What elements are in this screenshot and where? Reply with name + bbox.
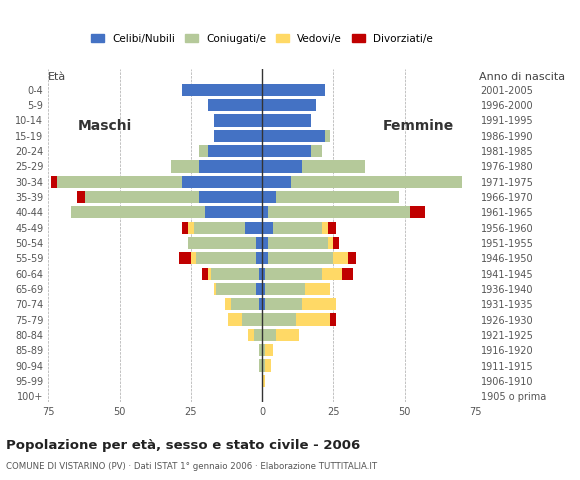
Bar (77, 191, 85, 203)
Bar (200, 145, 208, 157)
Bar (231, 298, 259, 311)
Bar (262, 375, 265, 387)
Bar (276, 191, 399, 203)
Bar (262, 360, 265, 372)
Bar (216, 283, 256, 295)
Bar (334, 252, 347, 264)
Bar (262, 237, 268, 249)
Bar (202, 267, 208, 280)
Bar (182, 222, 188, 234)
Bar (262, 344, 265, 356)
Bar (188, 237, 256, 249)
Bar (259, 360, 262, 372)
Bar (328, 222, 336, 234)
Bar (262, 298, 265, 311)
Bar (245, 222, 262, 234)
Bar (302, 160, 365, 172)
Bar (342, 267, 353, 280)
Bar (179, 252, 191, 264)
Text: COMUNE DI VISTARINO (PV) · Dati ISTAT 1° gennaio 2006 · Elaborazione TUTTITALIA.: COMUNE DI VISTARINO (PV) · Dati ISTAT 1°… (6, 462, 377, 471)
Bar (262, 313, 296, 326)
Bar (211, 267, 259, 280)
Bar (262, 267, 265, 280)
Bar (262, 99, 316, 111)
Bar (305, 283, 331, 295)
Bar (200, 191, 262, 203)
Bar (182, 84, 262, 96)
Bar (325, 130, 331, 142)
Bar (265, 298, 302, 311)
Bar (268, 237, 328, 249)
Bar (213, 114, 262, 127)
Bar (208, 99, 262, 111)
Bar (242, 313, 262, 326)
Bar (262, 191, 276, 203)
Bar (322, 267, 342, 280)
Legend: Celibi/Nubili, Coniugati/e, Vedovi/e, Divorziati/e: Celibi/Nubili, Coniugati/e, Vedovi/e, Di… (91, 34, 433, 44)
Bar (225, 298, 231, 311)
Text: Maschi: Maschi (78, 119, 132, 133)
Bar (262, 145, 310, 157)
Bar (262, 206, 268, 218)
Bar (197, 252, 256, 264)
Bar (253, 329, 262, 341)
Bar (262, 252, 268, 264)
Bar (51, 176, 57, 188)
Bar (276, 329, 299, 341)
Bar (259, 267, 262, 280)
Text: Età: Età (48, 72, 67, 82)
Bar (265, 283, 305, 295)
Bar (57, 176, 182, 188)
Bar (262, 114, 310, 127)
Bar (256, 237, 262, 249)
Bar (262, 283, 265, 295)
Bar (248, 329, 253, 341)
Bar (310, 145, 322, 157)
Bar (262, 222, 273, 234)
Bar (213, 283, 216, 295)
Bar (191, 252, 197, 264)
Bar (328, 237, 334, 249)
Bar (205, 206, 262, 218)
Bar (268, 206, 410, 218)
Bar (262, 130, 325, 142)
Bar (208, 145, 262, 157)
Bar (262, 329, 276, 341)
Bar (200, 160, 262, 172)
Bar (262, 84, 325, 96)
Bar (347, 252, 356, 264)
Bar (182, 176, 262, 188)
Bar (334, 237, 339, 249)
Bar (262, 176, 291, 188)
Bar (296, 313, 331, 326)
Bar (194, 222, 245, 234)
Bar (268, 252, 334, 264)
Bar (213, 130, 262, 142)
Bar (265, 344, 273, 356)
Bar (262, 160, 302, 172)
Bar (256, 252, 262, 264)
Bar (259, 298, 262, 311)
Bar (291, 176, 462, 188)
Text: Popolazione per età, sesso e stato civile - 2006: Popolazione per età, sesso e stato civil… (6, 439, 360, 452)
Bar (273, 222, 322, 234)
Bar (188, 222, 194, 234)
Bar (410, 206, 425, 218)
Bar (171, 160, 200, 172)
Bar (228, 313, 242, 326)
Bar (265, 267, 322, 280)
Bar (208, 267, 211, 280)
Bar (302, 298, 336, 311)
Bar (85, 191, 200, 203)
Bar (71, 206, 205, 218)
Bar (265, 360, 271, 372)
Text: Anno di nascita: Anno di nascita (478, 72, 565, 82)
Bar (259, 344, 262, 356)
Text: Femmine: Femmine (383, 119, 455, 133)
Bar (322, 222, 328, 234)
Bar (256, 283, 262, 295)
Bar (331, 313, 336, 326)
